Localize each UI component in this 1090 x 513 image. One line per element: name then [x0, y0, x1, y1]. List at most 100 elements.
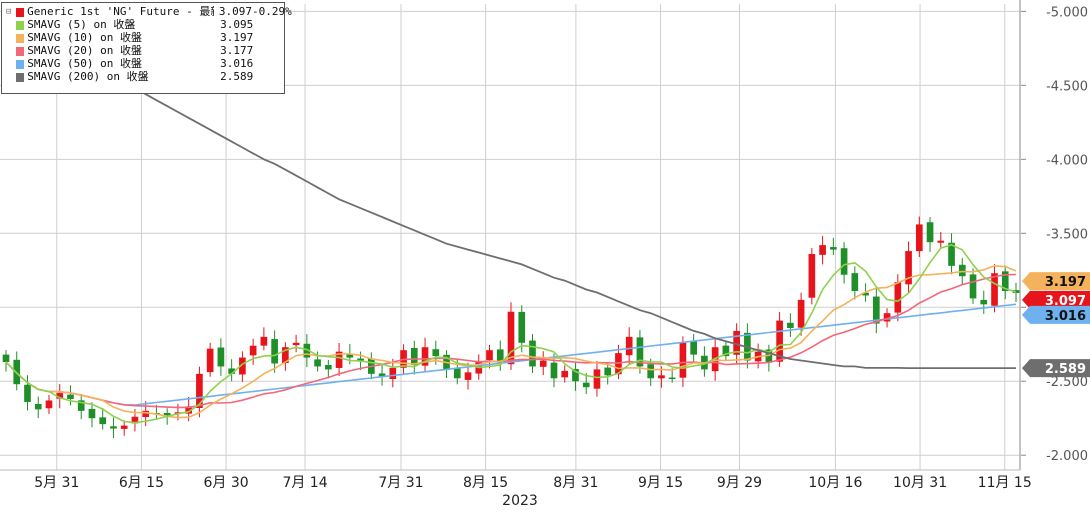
y-tick-label: -4.000: [1046, 153, 1088, 168]
y-tick-label: -4.500: [1046, 79, 1088, 94]
candle: [1001, 265, 1009, 300]
candle: [34, 396, 42, 419]
legend-swatch: [15, 60, 25, 69]
candle-body: [593, 369, 601, 389]
candle: [45, 394, 53, 414]
tag-shape: [1022, 359, 1090, 378]
candle: [840, 242, 848, 284]
candle-body: [142, 410, 150, 417]
legend-change: -0.29%: [252, 5, 292, 19]
candle: [604, 363, 612, 385]
candle: [217, 338, 225, 376]
candle-body: [206, 348, 214, 373]
candle-body: [808, 254, 816, 298]
y-tick-label: -3.500: [1046, 227, 1088, 242]
tag-label: 2.589: [1045, 362, 1086, 377]
candle: [776, 312, 783, 367]
legend-value: 3.016: [220, 57, 254, 71]
candle-body: [787, 322, 794, 328]
candle: [808, 248, 816, 305]
candle: [625, 327, 633, 365]
candle-body: [88, 408, 96, 419]
legend-item[interactable]: SMAVG (20) on 收盤 3.177: [6, 44, 284, 58]
candle: [937, 232, 945, 250]
sma20-line: [5, 273, 1017, 409]
candle: [518, 305, 526, 353]
legend-item[interactable]: SMAVG (5) on 收盤 3.095: [6, 18, 284, 32]
sma10-line: [5, 264, 1017, 419]
y-tick-label: -2.000: [1046, 449, 1088, 464]
x-axis-year-label: 2023: [502, 493, 538, 509]
legend-value: 2.589: [220, 70, 254, 84]
candle: [561, 365, 569, 383]
candle: [969, 268, 977, 304]
x-tick-label: 5月 31: [34, 475, 79, 491]
legend-swatch: [15, 21, 25, 30]
candle-body: [733, 330, 740, 355]
candle: [851, 266, 859, 300]
moving-average-lines: [5, 32, 1017, 424]
candle: [410, 340, 418, 375]
collapse-icon[interactable]: ⊟: [6, 7, 12, 18]
legend-item[interactable]: SMAVG (200) on 收盤 2.589: [6, 70, 284, 84]
tag-shape: [1022, 290, 1090, 309]
candle-body: [679, 342, 687, 378]
candle: [389, 358, 397, 388]
candle: [905, 241, 912, 293]
legend-item[interactable]: ⊟ Generic 1st 'NG' Future - 最新價 3.097 -0.29…: [6, 5, 292, 19]
x-tick-label: 9月 15: [638, 475, 683, 491]
candle: [378, 364, 386, 386]
candle: [539, 351, 547, 376]
candle-body: [335, 351, 343, 368]
candle: [206, 342, 214, 377]
tag-label: 3.097: [1045, 294, 1086, 309]
candle-body: [894, 282, 902, 313]
candle-body: [271, 339, 278, 364]
candle-body: [24, 384, 31, 402]
candle: [2, 350, 10, 372]
candle: [765, 344, 773, 372]
candle-body: [185, 406, 192, 414]
x-tick-label: 8月 15: [463, 475, 508, 491]
candle-body: [163, 412, 171, 416]
legend-swatch: [15, 34, 25, 43]
candle-body: [582, 382, 590, 388]
candle: [496, 340, 504, 371]
candle-body: [464, 372, 472, 380]
candle-body: [249, 345, 257, 356]
candle-body: [314, 359, 321, 367]
candle-body: [926, 222, 934, 243]
legend-name: SMAVG (20) on 收盤: [27, 45, 142, 58]
candle-body: [937, 240, 945, 243]
legend[interactable]: ⊟ Generic 1st 'NG' Future - 最新價 3.097 -0.29…: [1, 2, 292, 94]
candle: [926, 217, 934, 252]
candle-body: [421, 347, 429, 366]
candle-body: [658, 375, 665, 379]
candle-body: [346, 353, 354, 358]
candle-body: [67, 394, 74, 399]
candle: [593, 361, 601, 397]
candle-body: [110, 426, 117, 429]
legend-item[interactable]: SMAVG (10) on 收盤 3.197: [6, 31, 284, 45]
candle: [443, 350, 450, 378]
candle-body: [668, 377, 676, 380]
last-value-tag: 3.097: [1022, 290, 1090, 309]
candle-body: [378, 373, 386, 377]
candle-body: [604, 367, 612, 376]
x-tick-label: 6月 30: [203, 475, 248, 491]
x-tick-label: 10月 31: [893, 475, 947, 491]
candle-body: [496, 349, 504, 363]
legend-name: SMAVG (50) on 收盤: [27, 58, 142, 71]
legend-value: 3.197: [220, 31, 254, 45]
legend-item[interactable]: SMAVG (50) on 收盤 3.016: [6, 57, 284, 71]
candle-body: [1001, 271, 1009, 291]
candle-body: [217, 347, 225, 367]
x-tick-label: 6月 15: [119, 475, 164, 491]
x-tick-label: 9月 29: [717, 475, 762, 491]
candle-body: [830, 247, 837, 250]
candle-body: [260, 336, 268, 346]
candle-body: [2, 354, 10, 363]
candle-body: [969, 274, 977, 299]
x-tick-label: 7月 31: [378, 475, 423, 491]
